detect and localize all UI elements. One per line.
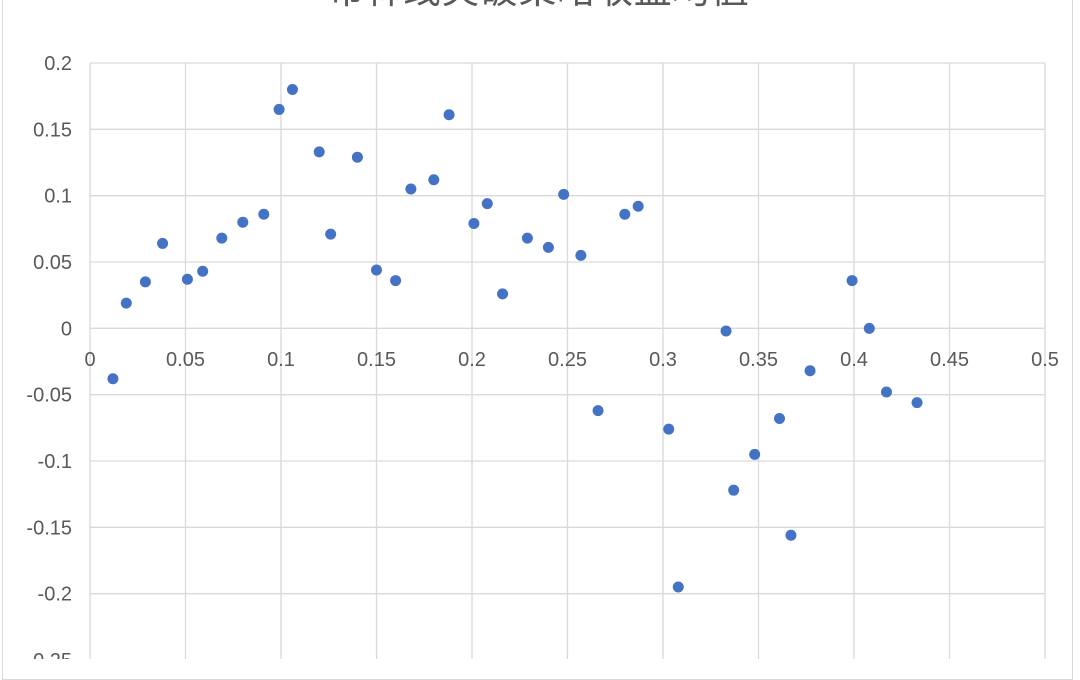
data-point (286, 84, 298, 96)
data-point (443, 109, 455, 121)
data-point (880, 386, 892, 398)
data-point (107, 373, 119, 385)
data-point (558, 188, 570, 200)
data-point (237, 216, 249, 228)
y-tick-label: -0.1 (38, 451, 72, 473)
y-tick-label: 0 (61, 318, 72, 340)
x-tick-label: 0.3 (649, 349, 677, 371)
data-point (390, 275, 402, 287)
data-point (428, 174, 440, 186)
data-point (405, 183, 417, 195)
data-point (619, 208, 631, 220)
data-point (273, 103, 285, 115)
x-tick-label: 0.1 (267, 349, 295, 371)
data-point (774, 413, 786, 425)
y-tick-label: -0.25 (26, 650, 72, 659)
data-point (911, 397, 923, 409)
data-point (663, 423, 675, 435)
data-point (468, 218, 480, 230)
data-point (351, 151, 363, 163)
data-point (575, 249, 587, 261)
data-point (216, 232, 228, 244)
x-tick-label: 0.5 (1031, 349, 1059, 371)
x-tick-label: 0.05 (166, 349, 205, 371)
data-point (672, 581, 684, 593)
data-point (181, 273, 193, 285)
x-tick-label: 0.35 (739, 349, 778, 371)
x-tick-label: 0.45 (930, 349, 969, 371)
y-tick-label: 0.1 (44, 186, 72, 208)
data-point (592, 405, 604, 417)
y-tick-label: -0.05 (26, 385, 72, 407)
data-point (728, 484, 740, 496)
data-point (157, 237, 169, 249)
data-point (371, 264, 382, 276)
data-point (846, 275, 858, 287)
data-point (139, 276, 151, 288)
data-point (863, 322, 875, 334)
data-point (720, 325, 732, 337)
data-point (804, 365, 816, 377)
data-point (120, 297, 132, 309)
data-point (313, 146, 325, 158)
data-point (325, 228, 337, 240)
gridlines (89, 62, 1046, 659)
y-tick-label: -0.2 (38, 584, 72, 606)
x-tick-label: 0.15 (357, 349, 396, 371)
data-point (481, 198, 493, 210)
chart-title: 布林线突破策略收益均值 (3, 0, 1072, 14)
data-point (542, 241, 554, 253)
data-point (197, 265, 209, 277)
data-point (497, 288, 509, 300)
data-points (107, 84, 923, 593)
tick-labels: 0.2 0.15 0.1 0.05 0 -0.05 -0.1 -0.15 -0.2 -0.25 0 0… (26, 53, 1059, 659)
x-tick-label: 0.4 (840, 349, 868, 371)
data-point (521, 232, 533, 244)
data-point (258, 208, 270, 220)
y-tick-label: 0.15 (33, 119, 72, 141)
x-tick-label: 0.25 (548, 349, 587, 371)
x-tick-label: 0.2 (458, 349, 486, 371)
y-tick-label: -0.15 (26, 517, 72, 539)
y-tick-label: 0.05 (33, 252, 72, 274)
data-point (632, 200, 644, 212)
y-tick-label: 0.2 (44, 53, 72, 75)
data-point (785, 529, 797, 541)
x-tick-label: 0 (84, 349, 95, 371)
data-point (749, 448, 761, 460)
scatter-plot: 0.2 0.15 0.1 0.05 0 -0.05 -0.1 -0.15 -0.2 -0.25 0 0… (26, 53, 1059, 659)
